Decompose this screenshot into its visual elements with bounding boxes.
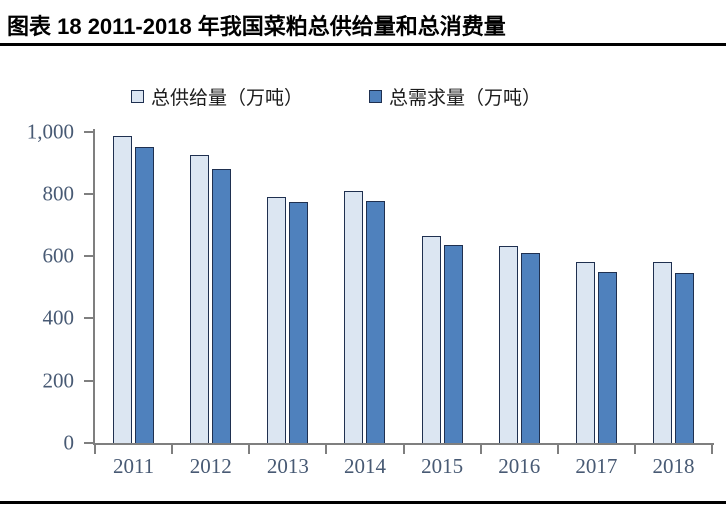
x-axis-label: 2015 xyxy=(421,454,464,478)
bar-group-2016 xyxy=(481,245,558,443)
legend-label-demand: 总需求量（万吨） xyxy=(389,88,542,109)
x-axis-label: 2017 xyxy=(575,454,618,478)
bar-group-2015 xyxy=(404,236,481,443)
legend-item-demand: 总需求量（万吨） xyxy=(369,83,541,110)
bar-supply-2013 xyxy=(267,197,287,443)
y-tick-mark xyxy=(84,317,93,320)
bar-demand-2013 xyxy=(289,201,309,443)
x-axis-labels: 2011 2012 2013 2014 2015 2016 2017 2018 xyxy=(95,454,712,479)
bar-supply-2017 xyxy=(575,262,595,443)
y-tick-mark xyxy=(84,192,93,195)
bar-supply-2015 xyxy=(421,236,441,443)
x-tick-mark xyxy=(248,445,251,454)
bar-supply-2014 xyxy=(344,190,364,443)
y-tick-mark xyxy=(84,442,93,444)
x-axis-line xyxy=(93,443,714,445)
y-tick-mark xyxy=(84,255,93,258)
x-axis-label: 2012 xyxy=(189,454,232,478)
x-tick-mark xyxy=(479,445,482,454)
x-tick-mark xyxy=(325,445,328,454)
bar-supply-2016 xyxy=(498,245,518,443)
y-tick-mark xyxy=(84,130,93,133)
y-tick-label: 200 xyxy=(42,368,75,393)
bar-demand-2016 xyxy=(520,253,540,443)
y-tick-label: 800 xyxy=(42,181,75,206)
x-axis-label: 2016 xyxy=(498,454,541,478)
y-axis-line xyxy=(93,129,95,443)
y-tick-mark xyxy=(84,379,93,382)
x-axis-label: 2013 xyxy=(266,454,309,478)
bar-demand-2018 xyxy=(674,273,694,443)
x-tick-mark xyxy=(94,445,96,454)
bar-group-2013 xyxy=(249,197,326,443)
x-tick-mark xyxy=(633,445,636,454)
bar-group-2018 xyxy=(635,261,712,443)
y-tick-label: 1,000 xyxy=(26,119,74,144)
x-tick-mark xyxy=(556,445,559,454)
plot-area: 0 200 400 600 800 1,000 xyxy=(27,121,714,454)
bar-group-2011 xyxy=(95,136,172,443)
bar-group-2014 xyxy=(326,190,403,443)
bar-demand-2012 xyxy=(212,169,232,443)
legend-item-supply: 总供给量（万吨） xyxy=(131,83,303,110)
bar-demand-2011 xyxy=(135,147,155,443)
bar-supply-2011 xyxy=(113,136,133,443)
x-tick-mark xyxy=(711,445,713,454)
bar-groups xyxy=(95,124,712,443)
x-axis-label: 2011 xyxy=(112,454,155,478)
legend-label-supply: 总供给量（万吨） xyxy=(151,88,304,109)
bar-supply-2012 xyxy=(190,155,210,443)
y-tick-label: 400 xyxy=(42,305,75,330)
chart-title: 图表 18 2011-2018 年我国菜粕总供给量和总消费量 xyxy=(7,14,506,39)
x-tick-mark xyxy=(171,445,174,454)
legend-swatch-demand-icon xyxy=(369,90,383,103)
x-tick-mark xyxy=(402,445,405,454)
chart-legend: 总供给量（万吨） 总需求量（万吨） xyxy=(131,83,541,110)
y-tick-label: 600 xyxy=(42,243,75,268)
x-axis-label: 2014 xyxy=(343,454,386,478)
bar-group-2017 xyxy=(558,262,635,443)
y-tick-label: 0 xyxy=(63,430,75,455)
bar-group-2012 xyxy=(172,155,249,443)
bar-supply-2018 xyxy=(652,261,672,443)
bar-demand-2015 xyxy=(443,245,463,443)
footer-rule xyxy=(0,501,726,504)
bar-demand-2017 xyxy=(597,272,617,443)
title-underline xyxy=(0,43,726,46)
legend-swatch-supply-icon xyxy=(131,90,144,103)
x-axis-label: 2018 xyxy=(652,454,695,478)
bar-demand-2014 xyxy=(366,200,386,443)
